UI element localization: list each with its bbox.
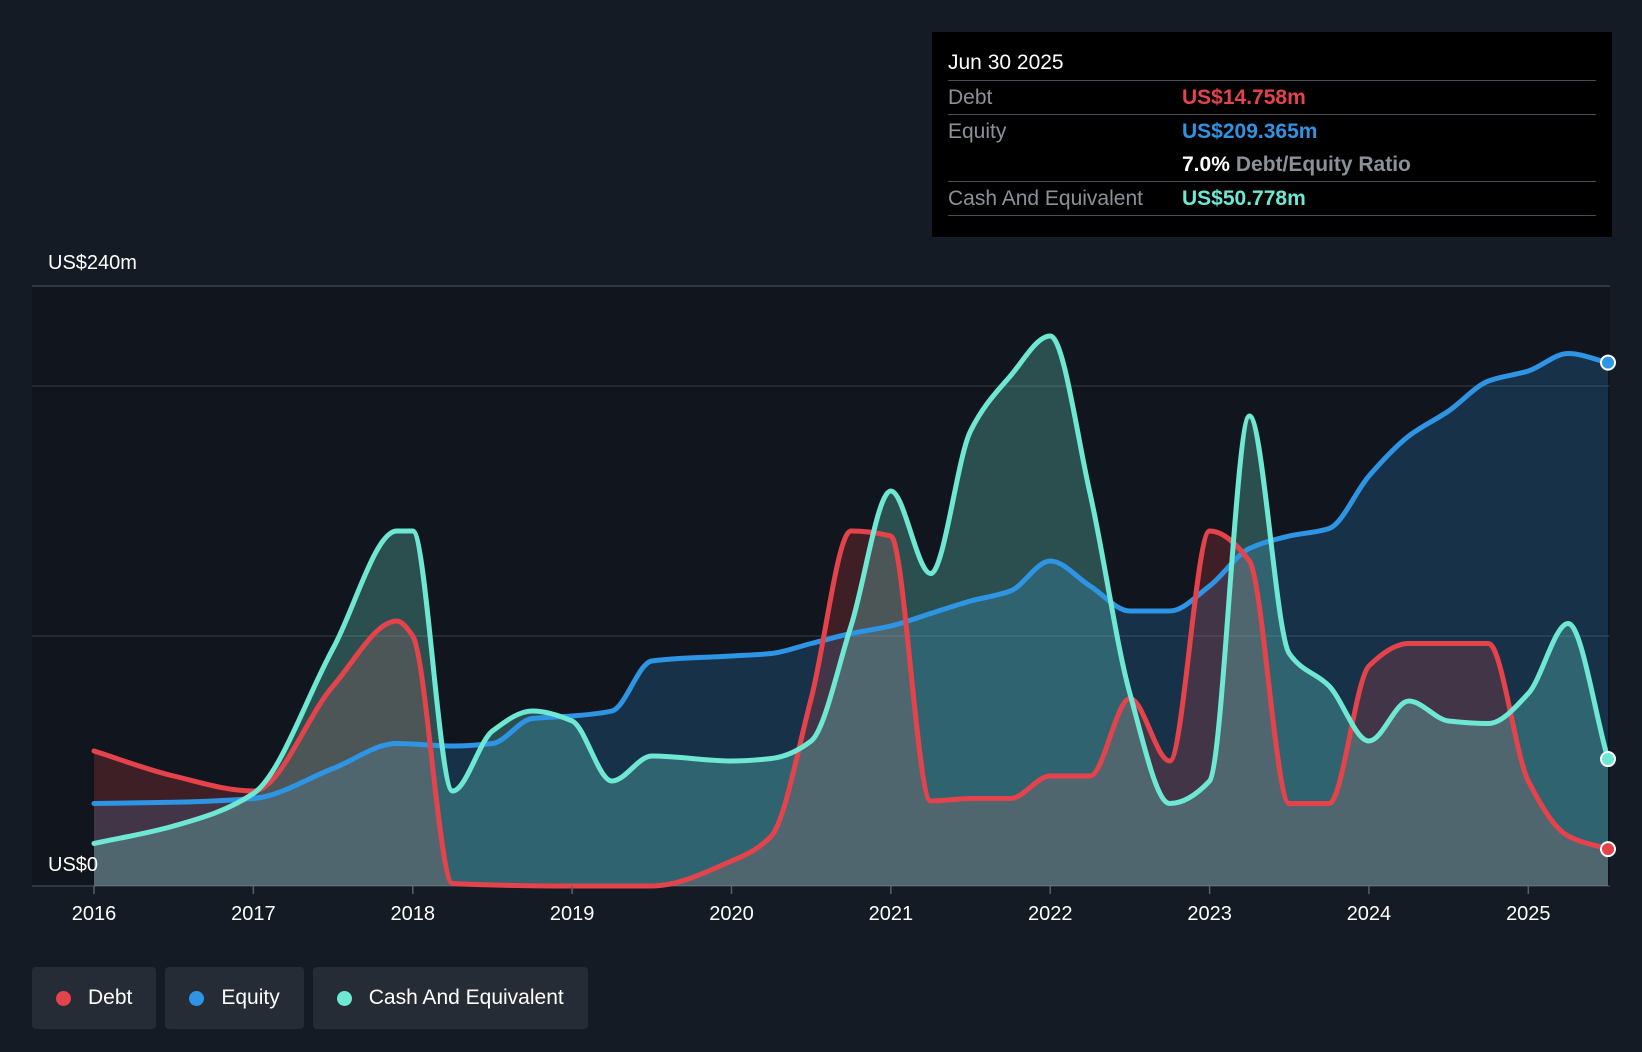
legend-dot-debt [56,990,71,1006]
tooltip-panel: Jun 30 2025 Debt US$14.758m Equity US$20… [932,32,1612,237]
x-tick-label-2022: 2022 [1028,903,1073,925]
legend-dot-equity [189,990,205,1006]
cash-line [91,333,1611,846]
chart-legend: Debt Equity Cash And Equivalent [32,967,597,1029]
tooltip-debt-value: US$14.758m [1182,86,1306,109]
debt-line [91,528,1611,889]
x-tick-label-2020: 2020 [709,903,754,925]
x-tick-label-2016: 2016 [72,903,117,925]
tooltip-ratio-value: 7.0% [1182,153,1230,176]
legend-label-cash: Cash And Equivalent [368,986,564,1009]
x-tick-label-2023: 2023 [1187,903,1232,925]
series-endpoints [1600,354,1616,858]
gridlines [32,285,1610,887]
tooltip-cash-value: US$50.778m [1182,187,1306,210]
equity-line [91,351,1611,806]
series-lines [91,333,1611,889]
x-tick-label-2018: 2018 [390,903,435,925]
tooltip-ratio-label: Debt/Equity Ratio [1235,153,1411,176]
tooltip-equity-label: Equity [948,120,1007,143]
equity-endpoint [1600,354,1616,371]
legend-label-equity: Equity [221,986,280,1009]
legend-dot-cash [336,990,352,1006]
tooltip-cash-label: Cash And Equivalent [948,187,1143,210]
legend-item-debt[interactable]: Debt [32,967,157,1029]
equity-area [94,353,1608,886]
legend-item-cash[interactable]: Cash And Equivalent [312,967,588,1029]
x-tick-label-2021: 2021 [869,903,914,925]
tooltip-equity-value: US$209.365m [1182,120,1318,143]
tooltip-row-equity: Equity US$209.365m [948,115,1596,148]
x-tick-label-2019: 2019 [550,903,595,925]
cash-area [94,336,1608,886]
tooltip-date: Jun 30 2025 [948,46,1596,81]
tooltip-row-cash: Cash And Equivalent US$50.778m [948,182,1596,216]
x-axis-ticks: 2016 2017 2018 2019 2020 2021 2022 2023 2024 2025 [72,886,1551,925]
tooltip-ratio-spacer [948,148,1182,181]
y-axis-top-label: US$240m [48,252,137,274]
legend-label-debt: Debt [88,986,133,1009]
tooltip-debt-label: Debt [948,86,993,109]
cash-endpoint [1600,751,1616,768]
x-tick-label-2025: 2025 [1506,903,1551,925]
debt-endpoint [1600,841,1616,858]
x-tick-label-2024: 2024 [1347,903,1392,925]
tooltip-row-debt: Debt US$14.758m [948,81,1596,115]
legend-item-equity[interactable]: Equity [165,967,304,1029]
x-tick-label-2017: 2017 [231,903,276,925]
y-axis-bottom-label: US$0 [48,854,98,876]
tooltip-row-ratio: 7.0% Debt/Equity Ratio [948,148,1596,182]
